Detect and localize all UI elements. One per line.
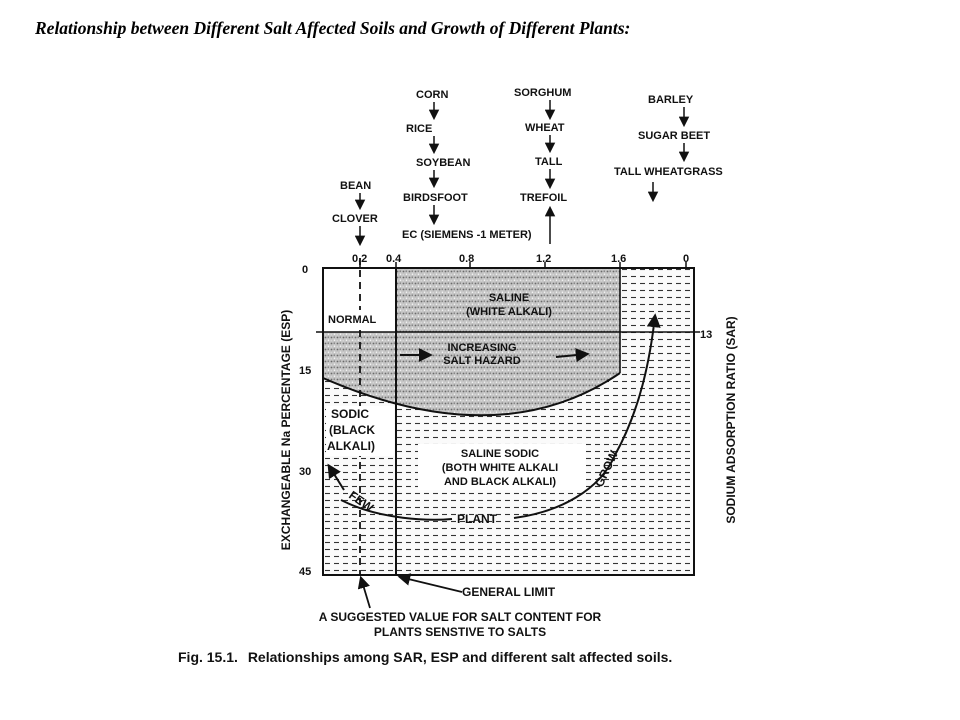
top-tick-label: 0.8 xyxy=(459,253,474,265)
crop-birdsfoot: BIRDSFOOT xyxy=(403,192,468,204)
top-tick-label: 1.2 xyxy=(536,253,551,265)
crop-tall: TALL xyxy=(535,156,563,168)
plot-frame xyxy=(322,267,695,576)
crop-clover: CLOVER xyxy=(332,213,378,225)
right-tick-label: 13 xyxy=(700,329,712,341)
plant-label: PLANT xyxy=(457,512,498,526)
suggested-value-arrow xyxy=(357,575,371,609)
crop-trefoil: TREFOIL xyxy=(520,192,567,204)
hazard-arrow-right xyxy=(555,348,590,363)
saline-label: SALINE xyxy=(489,292,529,304)
left-tick-label: 15 xyxy=(299,365,311,377)
top-axis-title: EC (SIEMENS -1 METER) xyxy=(402,229,532,241)
few-arrow xyxy=(327,463,345,491)
normal-label-box xyxy=(325,310,394,327)
crop-sorghum: SORGHUM xyxy=(514,87,571,99)
general-limit-label: GENERAL LIMIT xyxy=(462,585,556,599)
saline-sodic-label: SALINE SODIC xyxy=(461,448,539,460)
saline-lower-boundary xyxy=(322,372,621,417)
crop-soybean: SOYBEAN xyxy=(416,157,470,169)
general-limit-arrow xyxy=(397,573,463,593)
saline-label-sub: (WHITE ALKALI) xyxy=(466,306,552,318)
hazard-label: INCREASING xyxy=(447,342,516,354)
figure-caption: Fig. 15.1. Relationships among SAR, ESP … xyxy=(178,649,672,665)
saline-sodic-label-sub: (BOTH WHITE ALKALI xyxy=(442,462,558,474)
normal-label: NORMAL xyxy=(328,314,377,326)
top-tick-label: 0.4 xyxy=(386,253,402,265)
saline-region xyxy=(323,268,620,416)
sodic-label-sub2: ALKALI) xyxy=(327,439,375,453)
figure-caption-number: Fig. 15.1. xyxy=(178,649,238,665)
crop-tall-wheatgrass: TALL WHEATGRASS xyxy=(614,166,723,178)
saline-sodic-label-sub2: AND BLACK ALKALI) xyxy=(444,476,556,488)
right-axis-title: SODIUM ADSORPTION RATIO (SAR) xyxy=(724,316,738,523)
suggested-value-label: A SUGGESTED VALUE FOR SALT CONTENT FOR xyxy=(319,610,602,624)
top-tick-label: 1.6 xyxy=(611,253,626,265)
top-tick-label: 0 xyxy=(683,253,689,265)
left-tick-label: 30 xyxy=(299,466,311,478)
crop-sugar-beet: SUGAR BEET xyxy=(638,130,710,142)
crop-bean: BEAN xyxy=(340,180,371,192)
sodic-label: SODIC xyxy=(331,407,369,421)
hazard-label-sub: SALT HAZARD xyxy=(443,355,520,367)
figure-caption-text: Relationships among SAR, ESP and differe… xyxy=(248,649,673,665)
left-axis-title: EXCHANGEABLE Na PERCENTAGE (ESP) xyxy=(279,310,293,550)
suggested-value-label-sub: PLANTS SENSTIVE TO SALTS xyxy=(374,625,546,639)
top-tick-label: 0.2 xyxy=(352,253,367,265)
saline-sodic-label-box xyxy=(418,444,586,490)
crop-barley: BARLEY xyxy=(648,94,694,106)
crop-wheat: WHEAT xyxy=(525,122,565,134)
left-tick-label: 0 xyxy=(302,264,308,276)
crop-rice: RICE xyxy=(406,123,432,135)
left-tick-label: 45 xyxy=(299,566,311,578)
sodic-label-sub: (BLACK xyxy=(329,423,375,437)
sodic-label-box xyxy=(326,406,394,456)
crop-corn: CORN xyxy=(416,89,448,101)
plant-growth-curve xyxy=(340,316,655,521)
page-heading: Relationship between Different Salt Affe… xyxy=(35,18,631,38)
